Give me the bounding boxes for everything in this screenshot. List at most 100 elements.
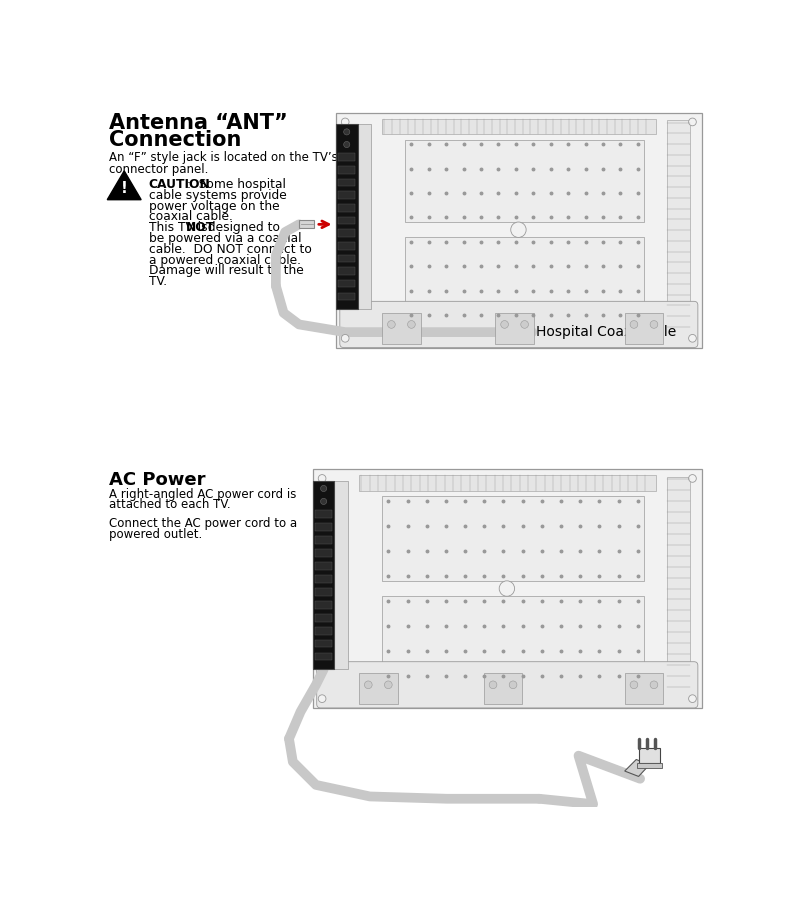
Text: AC Power: AC Power (109, 471, 205, 489)
Bar (315, 601, 332, 609)
Bar (315, 550, 332, 557)
FancyBboxPatch shape (316, 662, 698, 707)
Bar (315, 511, 332, 518)
Bar (496, 313, 534, 344)
Circle shape (341, 118, 349, 126)
Text: connector panel.: connector panel. (109, 162, 209, 176)
Circle shape (318, 474, 326, 483)
Text: NOT: NOT (186, 221, 215, 234)
Text: Connection: Connection (109, 131, 241, 151)
Circle shape (385, 681, 393, 688)
Text: An “F” style jack is located on the TV’s: An “F” style jack is located on the TV’s (109, 151, 338, 164)
Bar (667, 121, 690, 340)
Bar (315, 639, 332, 648)
Circle shape (688, 695, 696, 703)
Text: coaxial cable.: coaxial cable. (149, 210, 232, 223)
Polygon shape (625, 759, 649, 776)
Circle shape (341, 335, 349, 342)
Bar (359, 673, 397, 704)
Circle shape (365, 681, 372, 688)
Circle shape (489, 681, 497, 688)
Bar (339, 204, 355, 211)
Text: A right-angled AC power cord is: A right-angled AC power cord is (109, 488, 296, 501)
Bar (315, 562, 332, 570)
Bar (336, 124, 358, 309)
Circle shape (343, 129, 350, 135)
Bar (405, 140, 644, 222)
Circle shape (500, 580, 515, 596)
Text: Hospital Coax Cable: Hospital Coax Cable (536, 325, 676, 339)
Bar (315, 627, 332, 635)
Circle shape (320, 485, 327, 492)
Circle shape (688, 474, 696, 483)
Bar (637, 764, 661, 768)
Bar (299, 220, 314, 229)
Bar (313, 469, 702, 707)
Bar (339, 255, 355, 262)
Bar (339, 229, 355, 237)
Circle shape (521, 320, 528, 328)
Bar (667, 477, 690, 700)
Bar (339, 242, 355, 249)
Bar (625, 313, 663, 344)
Circle shape (650, 320, 658, 328)
Circle shape (388, 320, 395, 328)
Bar (315, 588, 332, 596)
Bar (339, 217, 355, 224)
Circle shape (408, 320, 416, 328)
Bar (336, 112, 702, 347)
Bar (382, 313, 420, 344)
Bar (339, 179, 355, 186)
Circle shape (688, 335, 696, 342)
Circle shape (511, 222, 526, 238)
Bar (339, 268, 355, 275)
Circle shape (343, 141, 350, 148)
Bar (382, 596, 644, 681)
Bar (339, 191, 355, 199)
Circle shape (630, 320, 638, 328)
Text: !: ! (121, 180, 128, 196)
Polygon shape (107, 171, 141, 200)
Text: cable.  DO NOT connect to: cable. DO NOT connect to (149, 243, 312, 256)
Text: This TV is: This TV is (149, 221, 212, 234)
Text: power voltage on the: power voltage on the (149, 200, 279, 213)
Bar (315, 523, 332, 532)
Bar (315, 614, 332, 621)
Text: Antenna “ANT”: Antenna “ANT” (109, 112, 288, 132)
Text: attached to each TV.: attached to each TV. (109, 499, 231, 512)
Circle shape (320, 498, 327, 504)
Bar (358, 124, 371, 309)
Bar (339, 166, 355, 173)
Text: Connect the AC power cord to a: Connect the AC power cord to a (109, 517, 297, 530)
Bar (313, 481, 335, 669)
Bar (359, 475, 656, 491)
Bar (315, 575, 332, 583)
Circle shape (630, 681, 638, 688)
Circle shape (650, 681, 658, 688)
Text: designed to: designed to (204, 221, 279, 234)
Bar (315, 653, 332, 660)
Text: CAUTION: CAUTION (149, 178, 211, 191)
Text: :  Some hospital: : Some hospital (187, 178, 286, 191)
Bar (405, 238, 644, 320)
Text: Damage will result to the: Damage will result to the (149, 264, 304, 278)
Circle shape (688, 118, 696, 126)
Text: powered outlet.: powered outlet. (109, 528, 202, 541)
FancyBboxPatch shape (340, 301, 698, 347)
Bar (339, 280, 355, 288)
Bar (484, 673, 523, 704)
Bar (382, 496, 644, 580)
Text: cable systems provide: cable systems provide (149, 189, 286, 202)
Bar (339, 153, 355, 161)
Text: TV.: TV. (149, 275, 167, 288)
Bar (382, 119, 656, 134)
Circle shape (500, 320, 508, 328)
Bar (339, 293, 355, 300)
Bar (315, 536, 332, 544)
Text: be powered via a coaxial: be powered via a coaxial (149, 232, 301, 245)
Bar (638, 748, 660, 764)
Circle shape (318, 695, 326, 703)
Bar (335, 481, 348, 669)
Bar (625, 673, 663, 704)
Circle shape (509, 681, 517, 688)
